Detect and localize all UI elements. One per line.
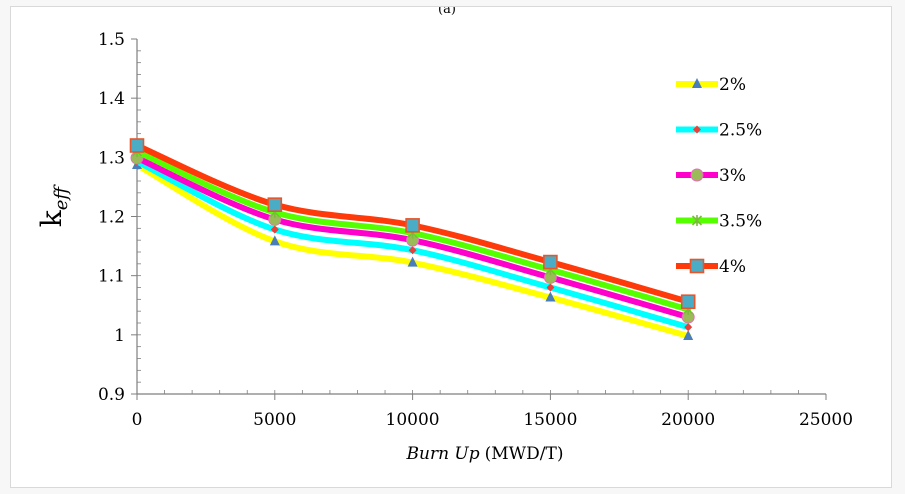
data-point-marker	[546, 283, 555, 292]
legend-label: 3.5%	[719, 212, 762, 232]
legend-entry: 4%	[676, 257, 746, 277]
keff-burnup-chart: (a) 0.9 1 1.1 1.2 1.3 1.4 1.5 0 5000 10000 15000 20…	[35, 2, 853, 464]
data-point-marker	[408, 246, 417, 255]
x-tick-label: 20000	[661, 410, 715, 430]
axes	[131, 38, 827, 400]
legend: 2% 2.5% 3% 3.5% 4%	[676, 75, 762, 277]
x-tick-label: 10000	[386, 410, 440, 430]
data-point-marker	[269, 235, 280, 246]
legend-label: 4%	[719, 257, 746, 277]
y-axis-label-main: k	[35, 209, 68, 227]
y-tick-label: 1.2	[98, 208, 125, 228]
data-point-marker	[680, 294, 696, 310]
legend-label: 3%	[719, 166, 746, 186]
y-axis-label-subscript: eff	[51, 184, 72, 211]
y-tick-label: 1.3	[98, 148, 125, 168]
data-point-marker	[405, 218, 420, 233]
x-axis-label-italic: Burn Up	[406, 444, 480, 464]
legend-entry: 3%	[676, 166, 746, 186]
legend-marker	[692, 78, 702, 88]
data-point-marker	[683, 330, 694, 341]
panel-caption: (a)	[438, 7, 456, 17]
x-tick-label: 25000	[799, 410, 853, 430]
series-lines	[129, 138, 696, 341]
y-tick-label: 0.9	[98, 385, 125, 405]
data-point-marker	[684, 323, 693, 332]
legend-marker	[690, 168, 704, 182]
legend-marker	[689, 258, 705, 274]
series-2pct	[132, 159, 694, 341]
tick-labels: 0.9 1 1.1 1.2 1.3 1.4 1.5 0 5000 10000 15000 20000 2…	[98, 30, 853, 430]
y-tick-label: 1.5	[98, 30, 125, 50]
data-point-marker	[407, 256, 418, 267]
y-tick-label: 1.4	[98, 89, 125, 109]
legend-marker	[691, 215, 703, 226]
legend-entry: 2.5%	[676, 121, 762, 141]
x-axis-label-unit: (MWD/T)	[485, 444, 564, 464]
data-point-marker	[129, 138, 145, 153]
data-point-marker	[270, 225, 279, 234]
y-axis-label: keff	[35, 184, 72, 228]
data-point-marker	[267, 197, 283, 212]
x-axis-label: Burn Up (MWD/T)	[406, 444, 564, 464]
legend-marker	[693, 125, 701, 134]
y-tick-label: 1.1	[98, 267, 125, 287]
y-tick-label: 1	[114, 326, 125, 346]
series-4pct	[129, 138, 696, 310]
data-point-marker	[543, 254, 558, 270]
chart-panel: (a) 0.9 1 1.1 1.2 1.3 1.4 1.5 0 5000 10000 15000 20…	[10, 2, 892, 488]
data-point-marker	[545, 291, 556, 302]
legend-entry: 3.5%	[676, 212, 762, 232]
x-tick-label: 5000	[253, 410, 296, 430]
x-tick-label: 15000	[523, 410, 577, 430]
x-tick-label: 0	[132, 410, 143, 430]
legend-entry: 2%	[676, 75, 746, 95]
legend-label: 2%	[719, 75, 746, 95]
legend-label: 2.5%	[719, 121, 762, 141]
